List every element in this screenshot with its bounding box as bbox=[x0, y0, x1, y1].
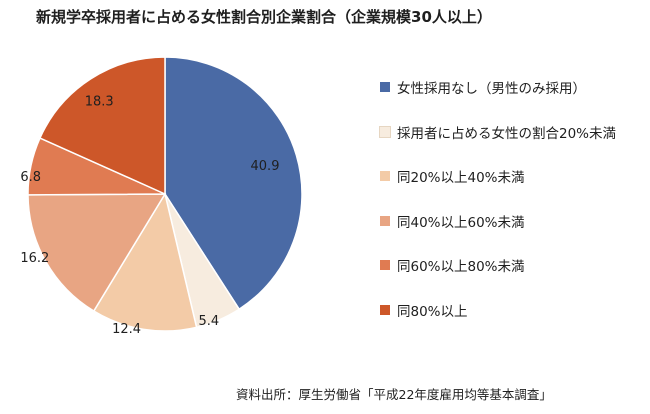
source-note: 資料出所：厚生労働省「平成22年度雇用均等基本調査」 bbox=[236, 387, 552, 402]
data-label-2: 5.4 bbox=[198, 314, 219, 329]
chart-title: 新規学卒採用者に占める女性割合別企業割合（企業規模30人以上） bbox=[36, 8, 492, 26]
data-label-4: 16.2 bbox=[20, 251, 49, 266]
legend-item-4: 同40%以上60%未満 bbox=[380, 210, 645, 232]
legend-label: 同60%以上80%未満 bbox=[397, 259, 525, 275]
legend-swatch bbox=[380, 171, 390, 181]
legend-item-2: 採用者に占める女性の割合20%未満 bbox=[379, 121, 645, 143]
legend-label: 同20%以上40%未満 bbox=[397, 170, 525, 186]
legend-label: 同40%以上60%未満 bbox=[397, 214, 525, 231]
data-label-1: 40.9 bbox=[251, 159, 280, 174]
pie-slice-4 bbox=[27, 193, 167, 313]
legend-item-5: 同60%以上80%未満 bbox=[380, 254, 645, 276]
pie-slice-3 bbox=[92, 192, 198, 332]
legend-label: 同80%以上 bbox=[397, 303, 468, 320]
legend-label: 採用者に占める女性の割合20%未満 bbox=[397, 125, 617, 142]
legend-item-3: 同20%以上40%未満 bbox=[380, 165, 645, 187]
legend-item-6: 同80%以上 bbox=[380, 299, 645, 321]
legend-swatch bbox=[380, 260, 390, 270]
legend-item-1: 女性採用なし（男性のみ採用） bbox=[380, 76, 645, 98]
legend-swatch bbox=[380, 304, 390, 315]
pie-slice-6 bbox=[38, 56, 166, 196]
legend-swatch bbox=[380, 215, 390, 226]
data-label-6: 18.3 bbox=[85, 95, 114, 110]
data-label-3: 12.4 bbox=[112, 322, 141, 337]
legend-label: 女性採用なし（男性のみ採用） bbox=[397, 81, 586, 97]
data-label-5: 6.8 bbox=[20, 170, 41, 185]
legend-swatch bbox=[380, 82, 390, 92]
chart-legend: 女性採用なし（男性のみ採用） 採用者に占める女性の割合20%未満 同20%以上40%… bbox=[379, 76, 645, 343]
legend-swatch bbox=[379, 125, 391, 138]
